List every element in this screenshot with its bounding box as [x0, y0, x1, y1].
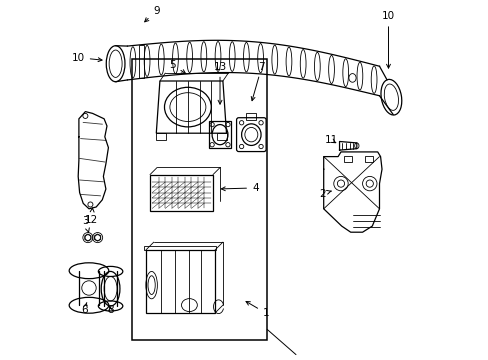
Text: 11: 11 — [325, 135, 338, 145]
Text: 9: 9 — [144, 6, 159, 22]
Text: 6: 6 — [81, 302, 87, 315]
Text: 12: 12 — [85, 208, 98, 225]
Bar — [343, 156, 351, 162]
Bar — [246, 113, 256, 120]
Text: 13: 13 — [213, 62, 226, 104]
Text: 3: 3 — [82, 216, 89, 232]
Text: 10: 10 — [71, 53, 102, 63]
Bar — [145, 250, 215, 313]
Text: 7: 7 — [251, 62, 264, 101]
Text: 1: 1 — [245, 301, 269, 318]
Bar — [208, 121, 231, 148]
Text: 5: 5 — [169, 60, 185, 73]
Bar — [144, 246, 216, 250]
Bar — [155, 133, 165, 140]
Text: 2: 2 — [318, 189, 330, 199]
Bar — [365, 156, 373, 162]
Text: 4: 4 — [221, 183, 258, 193]
Text: 8: 8 — [107, 305, 114, 315]
Bar — [132, 59, 266, 340]
Bar — [150, 175, 213, 211]
Bar — [139, 45, 144, 78]
Text: 10: 10 — [381, 11, 394, 68]
Bar — [217, 133, 227, 140]
